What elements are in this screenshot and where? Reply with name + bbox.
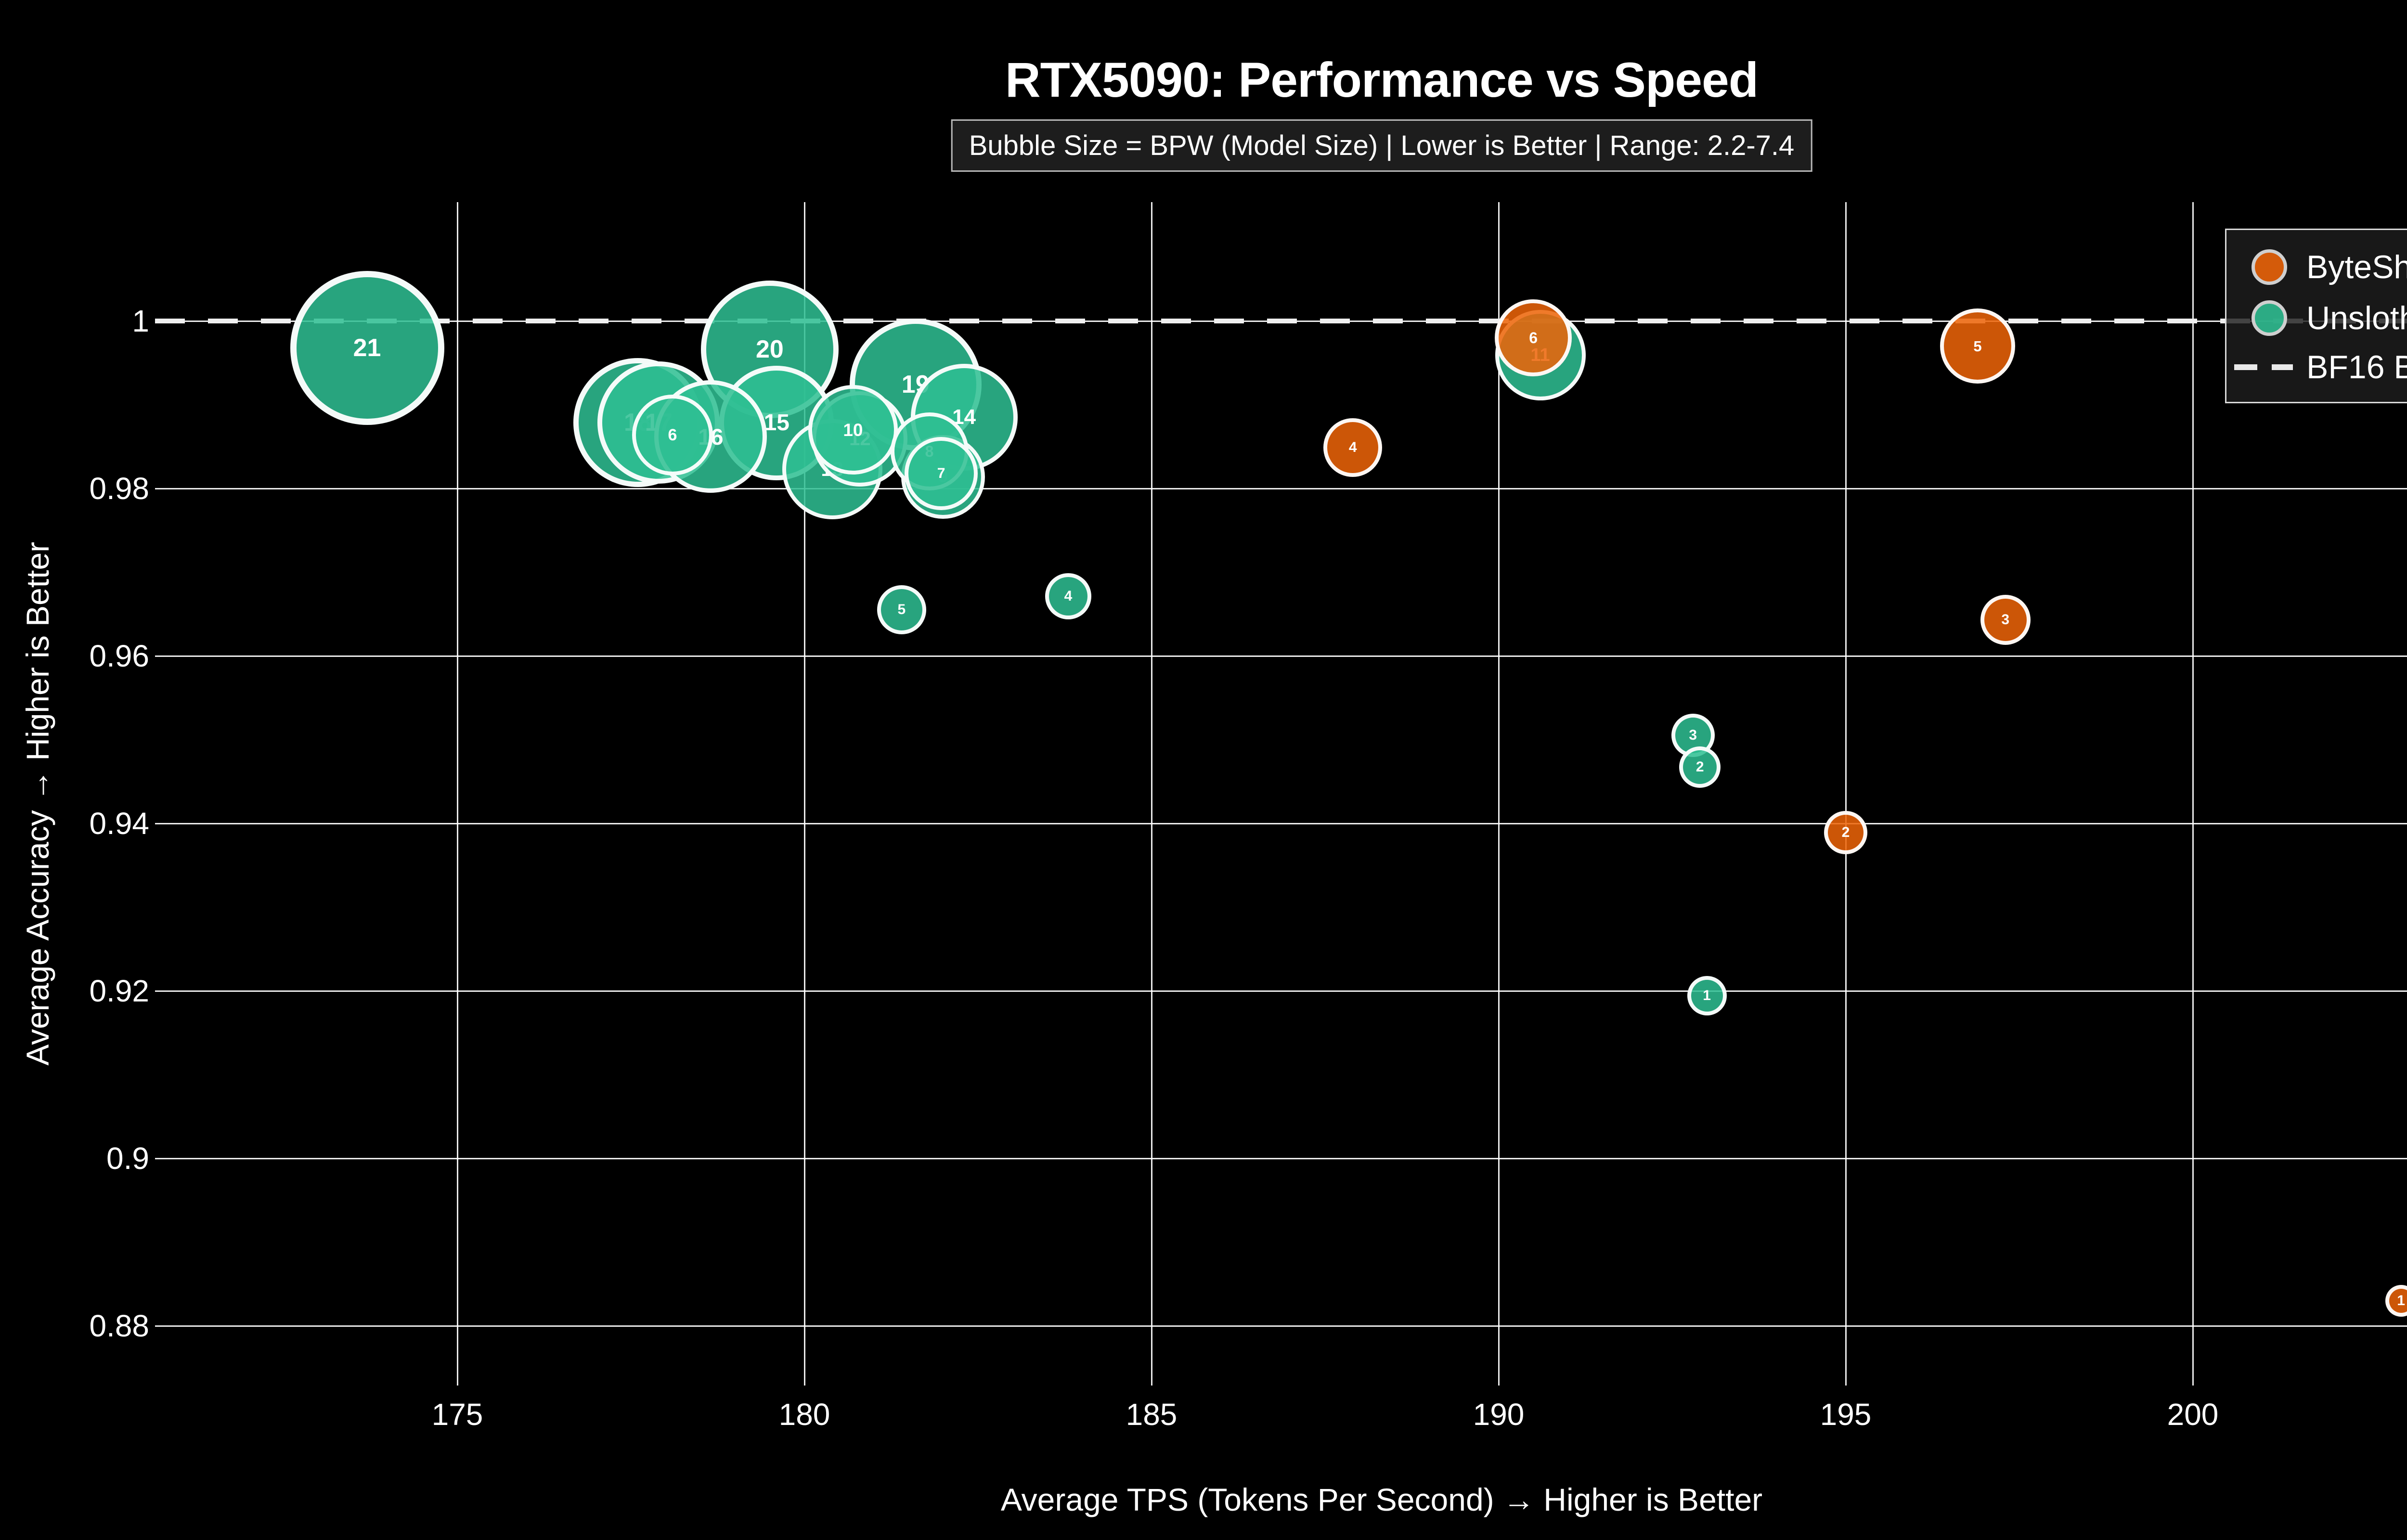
bubble-unsloth-7: 7 [905, 436, 978, 510]
y-tick-label: 1 [132, 304, 149, 338]
bubble-unsloth-10: 10 [808, 385, 898, 475]
legend-swatch-circle [2252, 249, 2287, 285]
y-gridline [155, 1325, 2407, 1327]
chart-subtitle: Bubble Size = BPW (Model Size) | Lower i… [951, 119, 1812, 172]
bubble-label: 6 [668, 425, 677, 444]
y-gridline [155, 655, 2407, 657]
x-tick-label: 180 [778, 1397, 830, 1432]
bubble-label: 21 [353, 334, 381, 362]
legend: ByteShape Unsloth BF16 Baseline [2225, 229, 2407, 403]
y-tick-label: 0.92 [89, 974, 149, 1008]
bubble-unsloth-6: 6 [632, 394, 713, 475]
bubble-label: 4 [1348, 439, 1357, 455]
x-gridline [1845, 202, 1847, 1386]
x-gridline [803, 202, 805, 1386]
y-gridline [155, 1157, 2407, 1159]
x-tick-label: 185 [1126, 1397, 1178, 1432]
y-gridline [155, 822, 2407, 824]
legend-label: Unsloth [2306, 300, 2407, 336]
bubble-unsloth-2: 2 [1679, 746, 1721, 788]
bubble-unsloth-21: 21 [290, 270, 444, 425]
bf16-baseline-line [155, 319, 2407, 323]
x-tick-label: 195 [1820, 1397, 1872, 1432]
bubble-label: 20 [755, 335, 784, 364]
y-tick-label: 0.88 [89, 1309, 149, 1343]
x-gridline [456, 202, 458, 1386]
legend-swatch-dash [2234, 364, 2293, 370]
x-tick-label: 175 [431, 1397, 483, 1432]
bubble-label: 10 [843, 420, 863, 440]
bubble-unsloth-1: 1 [1687, 976, 1727, 1016]
bubble-byteshape-6: 6 [1495, 299, 1572, 376]
bubble-unsloth-4: 4 [1045, 573, 1091, 620]
x-tick-label: 190 [1473, 1397, 1525, 1432]
bubble-label: 3 [2001, 612, 2009, 628]
bubble-label: 6 [1529, 329, 1538, 346]
y-axis-label: Average Accuracy → Higher is Better [20, 541, 55, 1066]
y-tick-label: 0.96 [89, 639, 149, 673]
y-gridline [155, 990, 2407, 992]
x-axis-label: Average TPS (Tokens Per Second) → Higher… [1000, 1482, 1763, 1517]
bubble-byteshape-3: 3 [1980, 595, 2031, 645]
bubble-label: 5 [1973, 337, 1982, 355]
bubble-label: 1 [1703, 988, 1711, 1004]
bubble-byteshape-4: 4 [1323, 418, 1383, 477]
bubble-label: 1 [2397, 1292, 2405, 1309]
bubble-label: 15 [764, 410, 789, 436]
legend-swatch-circle [2252, 300, 2287, 336]
x-tick-label: 200 [2167, 1397, 2219, 1432]
bubble-label: 4 [1064, 588, 1073, 604]
bubble-label: 2 [1841, 824, 1850, 841]
legend-label: ByteShape [2306, 249, 2407, 285]
x-gridline [1498, 202, 1500, 1386]
legend-label: BF16 Baseline [2306, 349, 2407, 385]
bubble-label: 5 [897, 602, 906, 618]
y-gridline [155, 488, 2407, 489]
bubble-byteshape-5: 5 [1940, 308, 2015, 384]
y-tick-label: 0.94 [89, 806, 149, 841]
x-gridline [2192, 202, 2194, 1386]
bubble-byteshape-2: 2 [1824, 811, 1867, 855]
chart-title: RTX5090: Performance vs Speed [1005, 52, 1759, 107]
bubble-byteshape-1: 1 [2385, 1284, 2407, 1317]
bubble-label: 2 [1695, 759, 1704, 775]
y-tick-label: 0.9 [106, 1141, 149, 1176]
y-tick-label: 0.98 [89, 471, 149, 506]
x-gridline [1151, 202, 1152, 1386]
bubble-label: 3 [1689, 727, 1697, 744]
bubble-unsloth-5: 5 [877, 585, 926, 635]
bubble-label: 7 [937, 465, 945, 481]
